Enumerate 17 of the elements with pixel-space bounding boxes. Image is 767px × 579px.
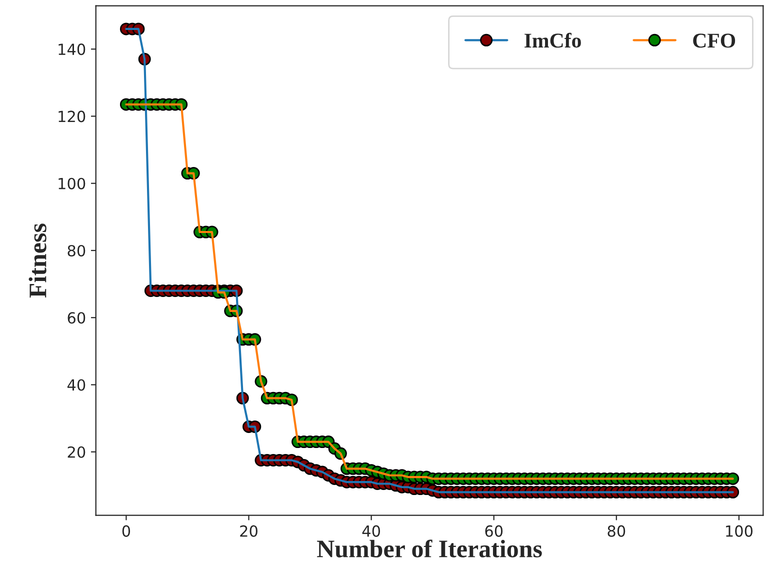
x-tick-label: 100 (726, 525, 753, 537)
x-tick-label: 60 (485, 525, 503, 537)
legend-label: ImCfo (524, 32, 581, 48)
y-tick-label: 120 (58, 110, 86, 122)
y-tick-label: 80 (68, 244, 86, 256)
x-tick-label: 0 (122, 525, 130, 537)
y-tick-label: 20 (68, 446, 86, 458)
x-tick-label: 80 (608, 525, 626, 537)
y-tick-label: 40 (67, 379, 86, 391)
legend-label: CFO (693, 34, 736, 48)
y-axis-title: Fitness (28, 224, 46, 298)
x-tick-label: 20 (240, 525, 258, 537)
y-tick-label: 100 (58, 178, 86, 190)
y-tick-label: 60 (68, 312, 86, 324)
x-tick-label: 40 (362, 525, 380, 537)
x-axis-title: Number of Iterations (317, 540, 542, 558)
y-tick-label: 140 (58, 44, 86, 56)
